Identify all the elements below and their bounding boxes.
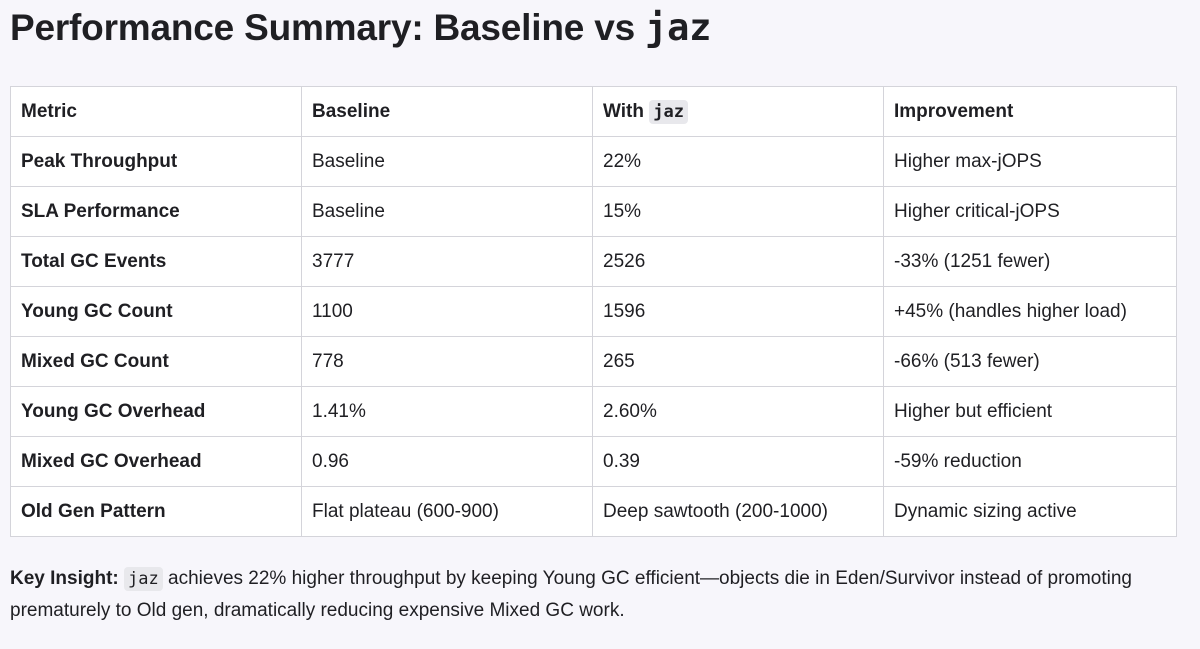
- table-row: Peak Throughput Baseline 22% Higher max-…: [10, 136, 1177, 187]
- header-with-label: With: [603, 100, 650, 122]
- header-baseline: Baseline: [301, 86, 593, 137]
- cell-with-jaz: 22%: [592, 136, 884, 187]
- cell-metric: Total GC Events: [10, 236, 302, 287]
- cell-improvement: Dynamic sizing active: [883, 486, 1177, 537]
- cell-improvement: Higher max-jOPS: [883, 136, 1177, 187]
- cell-improvement: -59% reduction: [883, 436, 1177, 487]
- header-with-code: jaz: [649, 99, 688, 124]
- cell-with-jaz: 0.39: [592, 436, 884, 487]
- key-insight-code: jaz: [124, 567, 163, 591]
- cell-improvement: -33% (1251 fewer): [883, 236, 1177, 287]
- page-title: Performance Summary: Baseline vs jaz: [10, 6, 711, 50]
- performance-table: Metric Baseline With jaz Improvement Pea…: [10, 86, 1177, 537]
- page-title-text: Performance Summary: Baseline vs: [10, 7, 646, 48]
- table-header-row: Metric Baseline With jaz Improvement: [10, 86, 1177, 137]
- cell-baseline: Baseline: [301, 186, 593, 237]
- table-row: Mixed GC Count 778 265 -66% (513 fewer): [10, 336, 1177, 387]
- table-row: SLA Performance Baseline 15% Higher crit…: [10, 186, 1177, 237]
- cell-with-jaz: 1596: [592, 286, 884, 337]
- cell-improvement: Higher critical-jOPS: [883, 186, 1177, 237]
- table-row: Young GC Overhead 1.41% 2.60% Higher but…: [10, 386, 1177, 437]
- page-title-code: jaz: [645, 6, 712, 49]
- key-insight-label: Key Insight:: [10, 568, 119, 589]
- header-with-jaz: With jaz: [592, 86, 884, 137]
- header-improvement: Improvement: [883, 86, 1177, 137]
- cell-with-jaz: Deep sawtooth (200-1000): [592, 486, 884, 537]
- cell-baseline: 1100: [301, 286, 593, 337]
- table-row: Old Gen Pattern Flat plateau (600-900) D…: [10, 486, 1177, 537]
- cell-improvement: -66% (513 fewer): [883, 336, 1177, 387]
- key-insight-text: achieves 22% higher throughput by keepin…: [10, 568, 1132, 621]
- header-metric: Metric: [10, 86, 302, 137]
- cell-baseline: Flat plateau (600-900): [301, 486, 593, 537]
- cell-metric: Peak Throughput: [10, 136, 302, 187]
- cell-with-jaz: 2526: [592, 236, 884, 287]
- cell-with-jaz: 15%: [592, 186, 884, 237]
- cell-with-jaz: 2.60%: [592, 386, 884, 437]
- table-row: Young GC Count 1100 1596 +45% (handles h…: [10, 286, 1177, 337]
- cell-baseline: 3777: [301, 236, 593, 287]
- cell-baseline: 778: [301, 336, 593, 387]
- cell-metric: Young GC Overhead: [10, 386, 302, 437]
- cell-metric: Old Gen Pattern: [10, 486, 302, 537]
- cell-improvement: +45% (handles higher load): [883, 286, 1177, 337]
- cell-with-jaz: 265: [592, 336, 884, 387]
- cell-metric: SLA Performance: [10, 186, 302, 237]
- table-row: Total GC Events 3777 2526 -33% (1251 few…: [10, 236, 1177, 287]
- cell-baseline: 1.41%: [301, 386, 593, 437]
- table-row: Mixed GC Overhead 0.96 0.39 -59% reducti…: [10, 436, 1177, 487]
- cell-improvement: Higher but efficient: [883, 386, 1177, 437]
- cell-metric: Young GC Count: [10, 286, 302, 337]
- cell-metric: Mixed GC Overhead: [10, 436, 302, 487]
- key-insight-paragraph: Key Insight: jaz achieves 22% higher thr…: [10, 563, 1176, 627]
- cell-baseline: 0.96: [301, 436, 593, 487]
- cell-metric: Mixed GC Count: [10, 336, 302, 387]
- cell-baseline: Baseline: [301, 136, 593, 187]
